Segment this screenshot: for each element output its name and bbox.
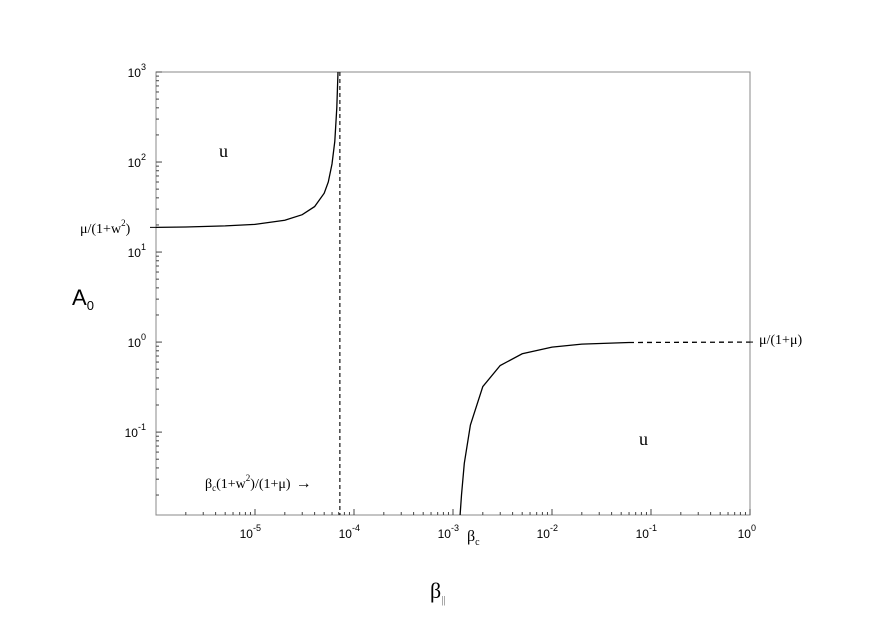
axis-ticks: [156, 71, 751, 515]
high-asymptote-label: μ/(1+μ): [759, 333, 802, 348]
x-tick-label: 10-4: [339, 523, 360, 541]
y-tick-label: 103: [128, 62, 146, 80]
y-tick-label: 10-1: [125, 422, 146, 440]
plot-frame: [155, 71, 751, 516]
y-tick-label: 102: [128, 152, 146, 170]
series-line-2: [459, 341, 630, 516]
series-layer: [155, 71, 751, 516]
vline-label: βc(1+w2)/(1+μ) →: [205, 473, 312, 493]
y-axis-label: A0: [72, 285, 94, 313]
y-axis-label-sub: 0: [87, 298, 94, 313]
x-axis-label: β||: [430, 578, 445, 606]
beta-c-label: βc: [467, 528, 480, 548]
x-tick-label: 10-1: [636, 523, 657, 541]
x-tick-label: 100: [738, 523, 756, 541]
y-tick-label: 100: [128, 332, 146, 350]
y-tick-label: 101: [128, 242, 146, 260]
x-tick-label: 10-2: [537, 523, 558, 541]
axis-tick-labels: 10-5 10-4 10-3 10-2 10-1 100 10-1 100 101 102 103: [125, 62, 756, 541]
region-label-u-top: u: [219, 141, 228, 161]
x-tick-label: 10-3: [438, 523, 459, 541]
annotations: [150, 226, 755, 343]
low-asymptote-label: μ/(1+w2): [80, 218, 131, 237]
x-tick-label: 10-5: [240, 523, 261, 541]
x-axis-label-sub: ||: [441, 595, 445, 606]
region-label-u-bottom: u: [639, 429, 648, 449]
series-line-1: [155, 71, 339, 229]
